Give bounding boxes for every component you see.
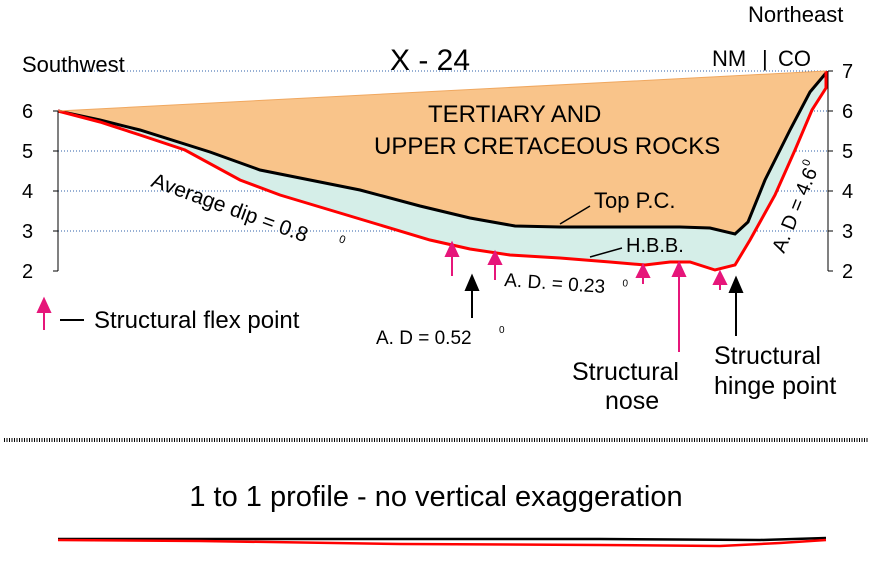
- profile-caption: 1 to 1 profile - no vertical exaggeratio…: [189, 481, 682, 513]
- top-pc-line: [57, 72, 828, 236]
- hinge-arrow: [728, 275, 744, 336]
- legend-flex-label: Structural flex point: [94, 307, 300, 334]
- nose-label-line1: Structural: [572, 358, 679, 386]
- tertiary-unit-label-line2: UPPER CRETACEOUS ROCKS: [374, 133, 720, 160]
- right-tick-label: 6: [842, 101, 853, 123]
- section-top-line: [57, 70, 827, 112]
- right-tick-label: 3: [842, 221, 853, 243]
- hinge-label-line1: Structural: [714, 342, 821, 370]
- right-tick-label: 2: [842, 261, 853, 283]
- left-tick-label: 5: [22, 141, 33, 163]
- hinge-label-line2: hinge point: [714, 372, 836, 400]
- hbb-leader: [589, 247, 623, 258]
- legend-arrow-icon: [36, 296, 52, 330]
- state-separator: |: [762, 46, 768, 71]
- top-pc-label: Top P.C.: [594, 188, 676, 213]
- right-tick-label: 7: [842, 61, 853, 83]
- true-scale-profile: [57, 536, 827, 548]
- state-nm-label: NM: [712, 46, 746, 71]
- flex-arrow: [444, 240, 460, 276]
- ad-low-label: A. D = 0.52: [376, 328, 472, 349]
- legend-flex-point: Structural flex point: [36, 296, 300, 334]
- degree-mark: 0: [622, 278, 629, 289]
- true-scale-hbb: [57, 538, 827, 548]
- degree-mark: 0: [337, 233, 347, 246]
- hbb-label: H.B.B.: [626, 235, 684, 257]
- left-tick-label: 6: [22, 101, 33, 123]
- degree-mark: 0: [800, 158, 813, 168]
- left-tick-label: 3: [22, 221, 33, 243]
- right-tick-label: 5: [842, 141, 853, 163]
- flex-arrows: [444, 240, 728, 352]
- ad-mid-label: A. D. = 0.23 0: [504, 270, 629, 298]
- true-scale-top: [58, 536, 827, 542]
- hbb-line: [57, 71, 828, 272]
- flex-arrow: [712, 269, 728, 290]
- nose-label-line2: nose: [605, 387, 659, 415]
- flex-arrow: [635, 262, 651, 284]
- right-tick-label: 4: [842, 181, 853, 203]
- flex-arrow: [487, 249, 503, 280]
- northeast-label: Northeast: [748, 2, 843, 27]
- top-pc-leader: [559, 205, 591, 225]
- left-tick-label: 4: [22, 181, 33, 203]
- section-title: X - 24: [390, 44, 470, 77]
- tertiary-unit-label: TERTIARY AND: [428, 101, 601, 128]
- svg-text:A. D. = 0.23: A. D. = 0.23: [504, 270, 606, 298]
- state-co-label: CO: [778, 46, 811, 71]
- degree-mark: 0: [499, 325, 505, 336]
- interval-fill: [58, 73, 826, 270]
- flex-arrow: [671, 260, 687, 352]
- hinge-arrow: [464, 273, 480, 318]
- tick-marks: [53, 70, 833, 272]
- southwest-label: Southwest: [22, 52, 125, 77]
- left-tick-label: 2: [22, 261, 33, 283]
- hinge-arrows: [464, 273, 744, 336]
- tertiary-unit-fill: [58, 71, 826, 234]
